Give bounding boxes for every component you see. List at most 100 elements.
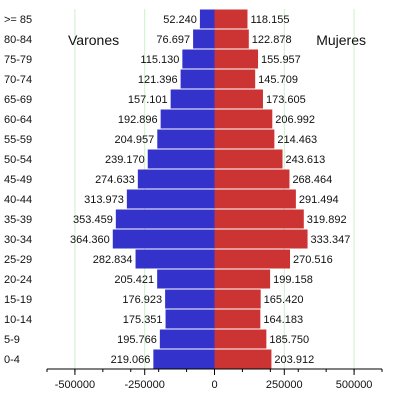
value-label-mujeres-2: 155.957	[261, 54, 301, 66]
x-tick-label-3: 250000	[266, 379, 303, 391]
value-label-mujeres-13: 199.158	[273, 274, 313, 286]
value-label-mujeres-7: 243.613	[286, 154, 326, 166]
value-label-mujeres-11: 333.347	[311, 234, 351, 246]
value-label-mujeres-17: 203.912	[274, 354, 314, 366]
value-label-varones-12: 282.834	[93, 254, 133, 266]
bar-mujeres-4	[214, 89, 263, 109]
category-label-11: 30-34	[4, 234, 32, 246]
value-label-mujeres-9: 291.494	[299, 194, 339, 206]
value-label-varones-4: 157.101	[128, 94, 168, 106]
category-label-8: 45-49	[4, 174, 32, 186]
category-label-17: 0-4	[4, 354, 20, 366]
bar-mujeres-0	[214, 9, 248, 29]
category-label-1: 80-84	[4, 34, 32, 46]
bar-mujeres-14	[214, 289, 261, 309]
bar-varones-14	[165, 289, 215, 309]
category-label-9: 40-44	[4, 194, 32, 206]
bar-varones-8	[137, 169, 215, 189]
bar-mujeres-7	[214, 149, 283, 169]
bar-varones-2	[182, 49, 215, 69]
value-label-varones-11: 364.360	[70, 234, 110, 246]
category-label-12: 25-29	[4, 254, 32, 266]
value-label-mujeres-8: 268.464	[292, 174, 332, 186]
value-label-mujeres-6: 214.463	[277, 134, 317, 146]
bar-varones-15	[165, 309, 215, 329]
category-label-0: >= 85	[4, 14, 32, 26]
bar-mujeres-1	[214, 29, 249, 49]
value-label-mujeres-4: 173.605	[266, 94, 306, 106]
bar-varones-10	[115, 209, 215, 229]
bar-mujeres-8	[214, 169, 290, 189]
category-label-10: 35-39	[4, 214, 32, 226]
bar-varones-11	[112, 229, 215, 249]
value-label-varones-6: 204.957	[115, 134, 155, 146]
bar-mujeres-10	[214, 209, 304, 229]
bar-mujeres-6	[214, 129, 275, 149]
bar-varones-0	[199, 9, 215, 29]
value-label-mujeres-12: 270.516	[293, 254, 333, 266]
category-label-16: 5-9	[4, 334, 20, 346]
category-label-4: 65-69	[4, 94, 32, 106]
value-label-varones-14: 176.923	[122, 294, 162, 306]
category-label-2: 75-79	[4, 54, 32, 66]
bar-varones-7	[147, 149, 215, 169]
bars	[112, 9, 308, 369]
series-label-mujeres: Mujeres	[316, 32, 366, 48]
value-label-mujeres-15: 164.183	[263, 314, 303, 326]
value-labels: 52.240 118.155 76.697 122.878 115.130 155.957…	[70, 14, 350, 366]
category-label-6: 55-59	[4, 134, 32, 146]
series-label-varones: Varones	[68, 32, 119, 48]
bar-varones-16	[159, 329, 215, 349]
bar-mujeres-16	[214, 329, 267, 349]
x-axis: -500000 -250000 0 250000 500000	[46, 368, 383, 391]
bar-mujeres-9	[214, 189, 296, 209]
category-label-13: 20-24	[4, 274, 32, 286]
category-label-3: 70-74	[4, 74, 32, 86]
bar-varones-9	[126, 189, 215, 209]
value-label-varones-10: 353.459	[73, 214, 113, 226]
bar-varones-17	[153, 349, 215, 369]
value-label-mujeres-0: 118.155	[250, 14, 289, 26]
x-tick-label-1: -250000	[125, 379, 165, 391]
value-label-varones-3: 121.396	[138, 74, 178, 86]
bar-mujeres-13	[214, 269, 271, 289]
bar-varones-5	[160, 109, 215, 129]
bar-varones-12	[135, 249, 215, 269]
category-label-15: 10-14	[4, 314, 32, 326]
category-label-14: 15-19	[4, 294, 32, 306]
x-tick-label-4: 500000	[336, 379, 373, 391]
x-tick-label-2: 0	[211, 379, 217, 391]
value-label-mujeres-14: 165.420	[264, 294, 304, 306]
bar-varones-4	[170, 89, 215, 109]
value-label-varones-17: 219.066	[111, 354, 151, 366]
bar-mujeres-3	[214, 69, 256, 89]
bar-varones-3	[180, 69, 215, 89]
value-label-varones-7: 239.170	[105, 154, 145, 166]
category-label-5: 60-64	[4, 114, 32, 126]
value-label-mujeres-16: 185.750	[269, 334, 309, 346]
value-label-varones-9: 313.973	[84, 194, 124, 206]
value-label-varones-16: 195.766	[117, 334, 157, 346]
value-label-mujeres-1: 122.878	[252, 34, 292, 46]
value-label-varones-8: 274.633	[95, 174, 135, 186]
value-label-mujeres-10: 319.892	[307, 214, 347, 226]
category-label-7: 50-54	[4, 154, 32, 166]
value-label-mujeres-3: 145.709	[258, 74, 298, 86]
bar-mujeres-15	[214, 309, 261, 329]
category-labels: >= 85 80-84 75-79 70-74 65-69 60-64 55-59 50-54…	[4, 14, 32, 366]
bar-varones-13	[157, 269, 215, 289]
value-label-varones-1: 76.697	[156, 34, 190, 46]
bar-mujeres-5	[214, 109, 273, 129]
bar-mujeres-17	[214, 349, 272, 369]
value-label-varones-2: 115.130	[140, 54, 179, 66]
value-label-varones-15: 175.351	[123, 314, 163, 326]
x-tick-label-0: -500000	[55, 379, 95, 391]
bar-mujeres-11	[214, 229, 308, 249]
bar-mujeres-2	[214, 49, 259, 69]
value-label-varones-0: 52.240	[163, 14, 197, 26]
grid-lines	[74, 9, 355, 369]
bar-varones-6	[157, 129, 215, 149]
value-label-varones-13: 205.421	[114, 274, 154, 286]
value-label-mujeres-5: 206.992	[275, 114, 315, 126]
